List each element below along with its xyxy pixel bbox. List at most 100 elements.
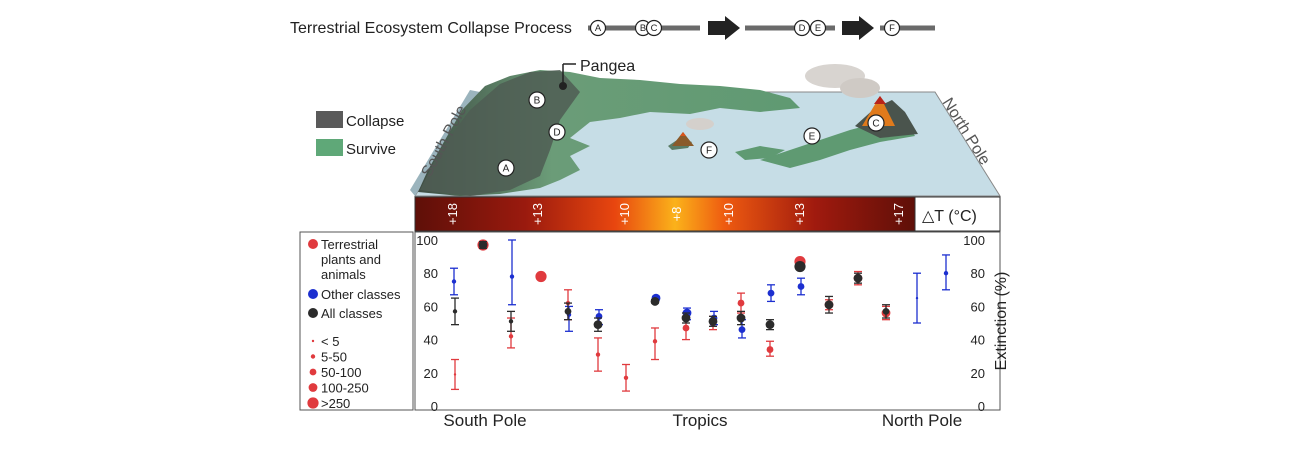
pangea-dot <box>559 82 567 90</box>
marker-a: A <box>589 19 607 37</box>
legend-series-label: Other classes <box>321 287 401 302</box>
marker-letter: D <box>799 23 806 33</box>
legend-marker <box>308 289 318 299</box>
data-point <box>736 313 746 323</box>
data-point <box>681 313 691 323</box>
marker-letter: B <box>534 95 541 106</box>
marker-circle <box>497 159 515 177</box>
arrow-right-icon <box>708 16 740 40</box>
temperature-tick: +10 <box>617 203 632 225</box>
marker-letter: F <box>706 145 712 156</box>
data-point <box>595 312 603 320</box>
marker-d: D <box>548 123 566 141</box>
data-point <box>737 299 745 307</box>
data-point <box>738 326 746 334</box>
land-mass <box>735 146 785 160</box>
data-point <box>915 296 919 300</box>
marker-a: A <box>497 159 515 177</box>
data-point <box>453 373 457 376</box>
marker-circle <box>809 19 827 37</box>
marker-letter: F <box>889 23 895 33</box>
marker-letter: A <box>503 163 510 174</box>
temperature-tick: +18 <box>445 203 460 225</box>
legend-marker <box>308 239 318 249</box>
data-point <box>595 352 601 357</box>
series-1 <box>450 239 950 339</box>
data-point <box>509 274 515 279</box>
data-point <box>797 283 805 290</box>
marker-letter: B <box>640 23 646 33</box>
temperature-gradient <box>414 196 916 232</box>
data-point <box>708 316 718 326</box>
size-legend-marker <box>310 354 316 359</box>
size-legend-marker <box>307 397 319 409</box>
y-tick-label: 0 <box>431 399 438 414</box>
data-point <box>564 307 572 315</box>
marker-b: B <box>528 91 546 109</box>
data-point <box>508 334 514 339</box>
temperature-tick: +8 <box>669 207 684 222</box>
marker-d: D <box>793 19 811 37</box>
size-legend-marker <box>311 339 315 343</box>
marker-letter: C <box>872 118 879 129</box>
x-tick-label: Tropics <box>672 411 727 430</box>
chart-legend-box <box>299 231 414 411</box>
temperature-unit-box <box>914 196 1001 232</box>
y-axis-label: Extinction (%) <box>993 272 1010 371</box>
data-point <box>652 339 658 344</box>
legend-marker <box>308 308 318 318</box>
pangea-label: Pangea <box>580 58 635 75</box>
x-tick-label: South Pole <box>443 411 526 430</box>
plot-area <box>414 231 1001 411</box>
y-tick-label: 80 <box>424 266 438 281</box>
marker-c: C <box>645 19 663 37</box>
marker-b: B <box>634 19 652 37</box>
temperature-tick: +13 <box>792 203 807 225</box>
marker-circle <box>589 19 607 37</box>
y-tick-label: 40 <box>424 333 438 348</box>
data-point <box>882 307 890 315</box>
size-legend-label: < 5 <box>321 334 339 349</box>
temperature-tick: +13 <box>530 203 545 225</box>
y-tick-label: 100 <box>416 233 438 248</box>
y-tick-label: 20 <box>424 366 438 381</box>
size-legend-label: 50-100 <box>321 365 361 380</box>
marker-e: E <box>809 19 827 37</box>
extinction-chart: Terrestrial plants and animals Other classe… <box>299 231 1010 430</box>
marker-c: C <box>867 114 885 132</box>
marker-circle <box>793 19 811 37</box>
series-0 <box>451 239 891 392</box>
temperature-tick: +10 <box>721 203 736 225</box>
data-point <box>767 289 775 297</box>
data-point <box>794 260 806 273</box>
data-point <box>593 320 603 330</box>
marker-letter: E <box>809 131 816 142</box>
size-legend-label: 100-250 <box>321 381 369 396</box>
y-tick-label: 20 <box>971 366 985 381</box>
marker-f: F <box>700 141 718 159</box>
size-legend-label: 5-50 <box>321 350 347 365</box>
volcano-icon <box>672 118 714 146</box>
size-legend-marker <box>308 383 318 392</box>
marker-circle <box>883 19 901 37</box>
data-point <box>766 346 774 353</box>
marker-e: E <box>803 127 821 145</box>
size-legend-label: >250 <box>321 396 350 411</box>
temperature-bar: △T (°C) +18 +13 +10 +8 +10 +13 +17 <box>414 196 1001 232</box>
process-timeline: Terrestrial Ecosystem Collapse Process A… <box>290 16 935 40</box>
data-point <box>451 279 457 284</box>
y-tick-label: 100 <box>963 233 985 248</box>
collapse-swatch <box>316 111 343 128</box>
series-2 <box>451 240 890 332</box>
arrow-right-icon <box>842 16 874 40</box>
marker-circle <box>528 91 546 109</box>
data-point <box>478 240 488 250</box>
data-point <box>943 271 949 276</box>
data-point <box>824 300 834 310</box>
process-title: Terrestrial Ecosystem Collapse Process <box>290 20 572 37</box>
data-point <box>682 324 690 332</box>
survive-swatch <box>316 139 343 156</box>
marker-circle <box>645 19 663 37</box>
